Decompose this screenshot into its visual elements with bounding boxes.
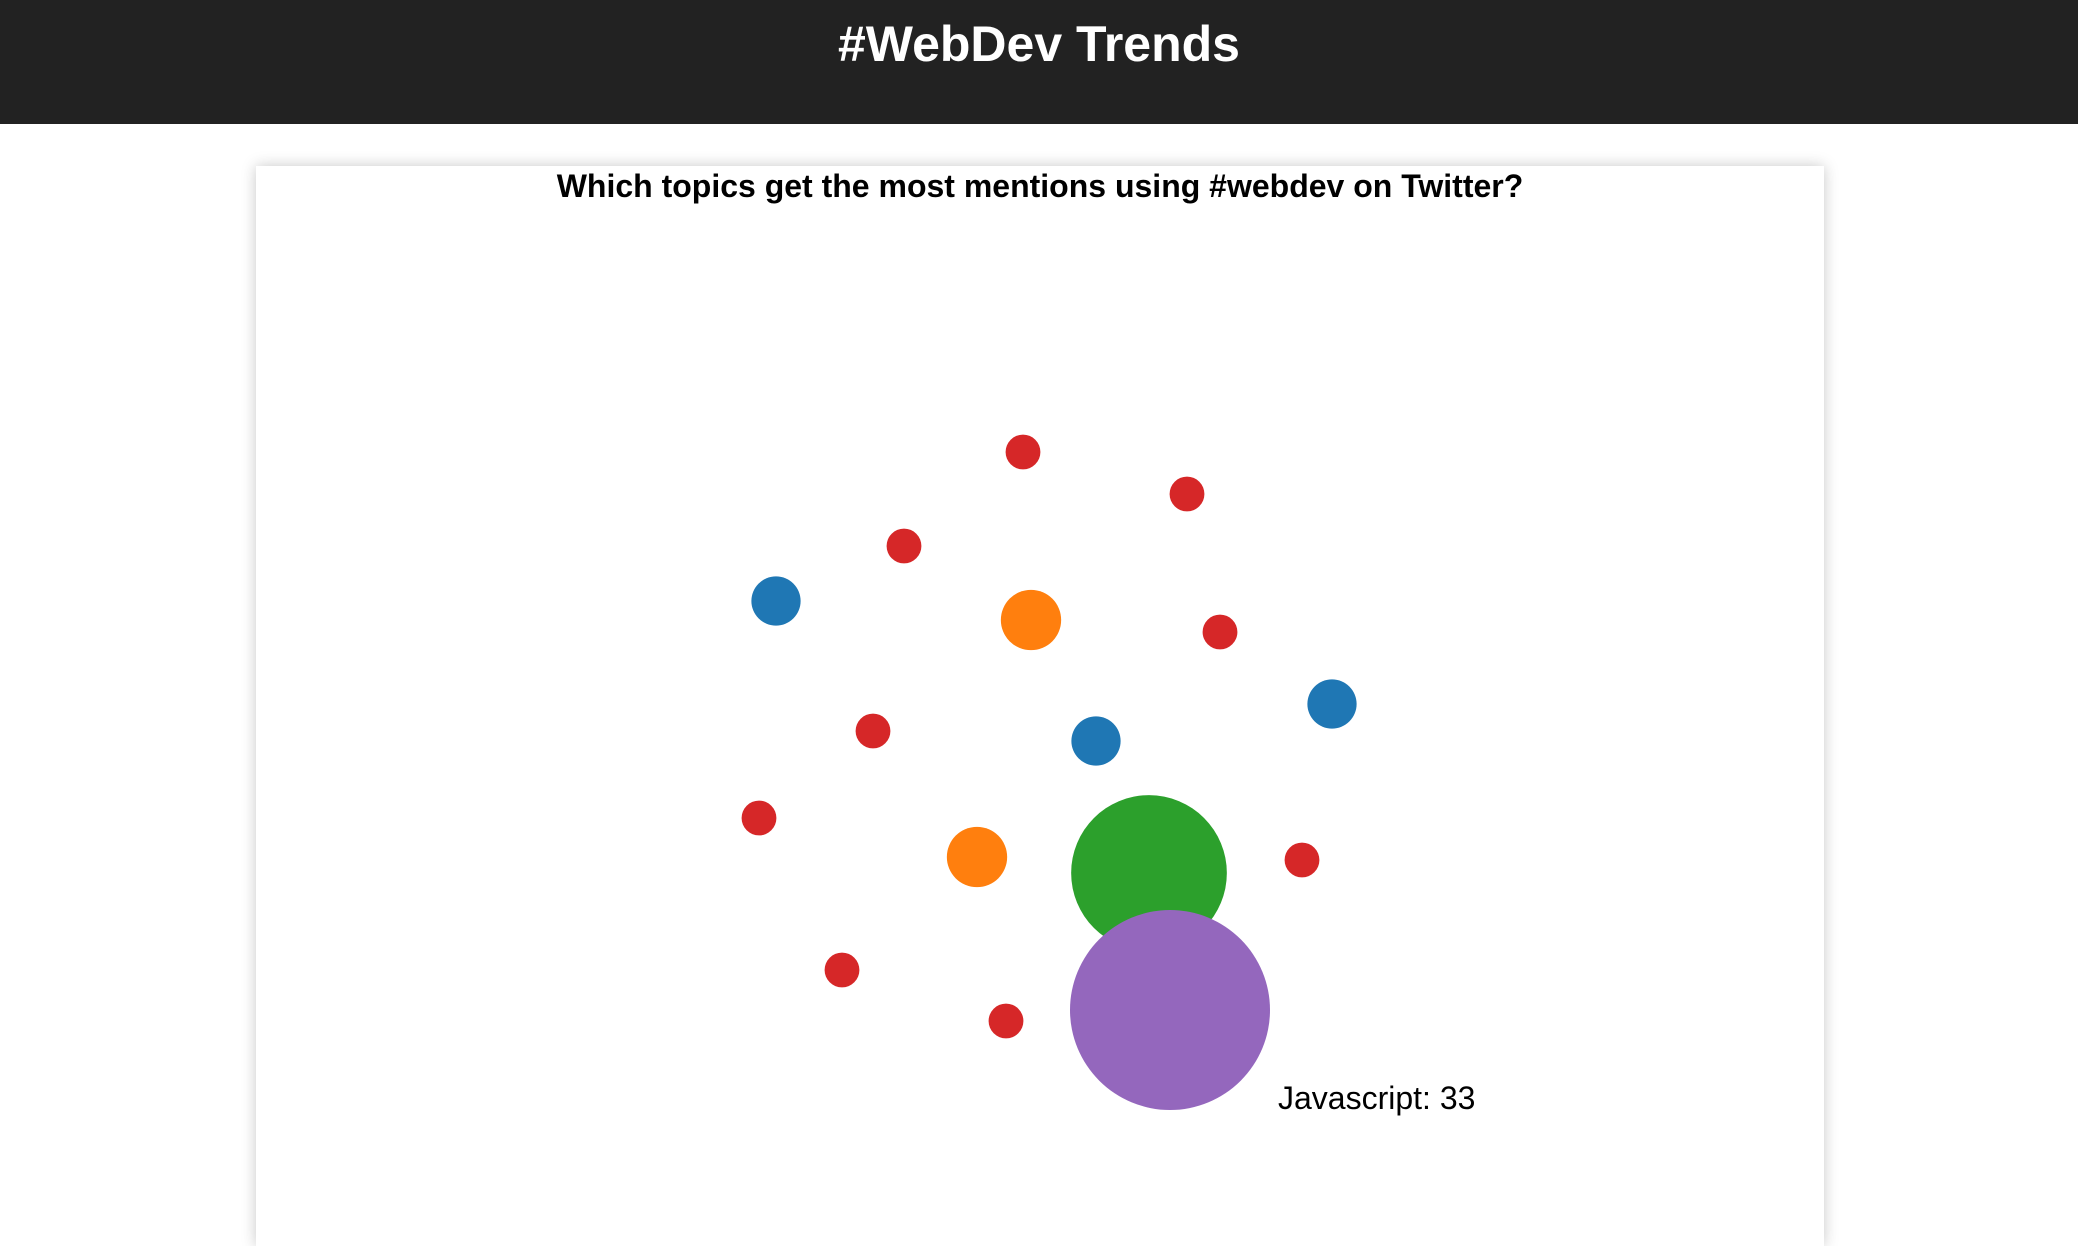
bubble-red[interactable] [824,952,860,988]
chart-card: Which topics get the most mentions using… [256,166,1824,1246]
bubble-red[interactable] [741,800,777,836]
bubble-red[interactable] [1284,842,1320,878]
bubble-blue[interactable] [1071,716,1121,766]
page-title: #WebDev Trends [837,16,1240,72]
bubble-red[interactable] [1169,476,1205,512]
bubble-red[interactable] [855,713,891,749]
page-header: #WebDev Trends [0,0,2078,124]
bubble-purple-javascript[interactable] [1070,910,1270,1110]
bubble-value-label: Javascript: 33 [1278,1080,1475,1116]
bubble-chart: Javascript: 33 [741,434,1475,1116]
bubble-blue[interactable] [751,576,801,626]
bubble-red[interactable] [988,1003,1024,1039]
bubble-orange[interactable] [946,826,1008,888]
bubble-blue[interactable] [1307,679,1357,729]
bubble-red[interactable] [886,528,922,564]
bubble-orange[interactable] [1000,589,1062,651]
bubble-red[interactable] [1202,614,1238,650]
chart-title: Which topics get the most mentions using… [556,168,1524,204]
bubble-red[interactable] [1005,434,1041,470]
